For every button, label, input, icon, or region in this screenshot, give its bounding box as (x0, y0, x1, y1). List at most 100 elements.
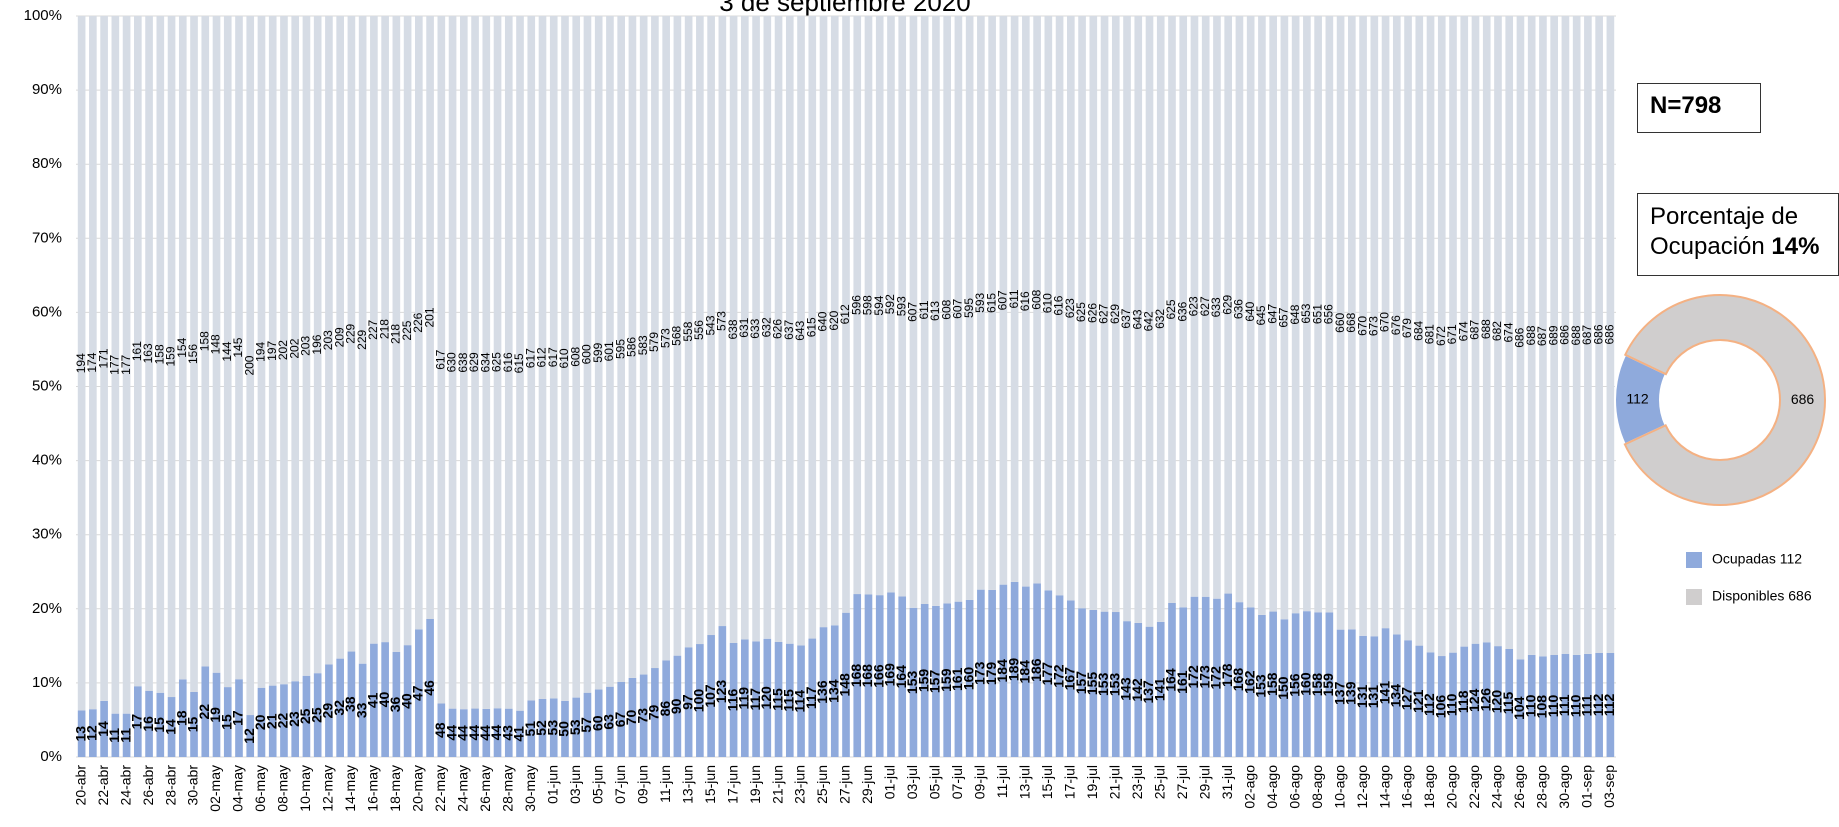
data-label: 161 (949, 667, 965, 691)
data-label: 179 (983, 662, 999, 686)
x-tick-label: 14-ago (1376, 765, 1392, 809)
data-label: 633 (1209, 297, 1223, 317)
occupied-bar (639, 674, 648, 757)
data-label: 197 (265, 340, 279, 360)
available-bar (965, 16, 974, 600)
available-bar (1213, 16, 1221, 599)
available-bar (178, 16, 187, 680)
occupied-bar (1291, 613, 1300, 757)
available-bar (235, 16, 243, 680)
available-bar (842, 16, 850, 613)
data-label: 607 (906, 302, 920, 322)
available-bar (707, 16, 715, 636)
data-label: 70 (623, 709, 639, 725)
y-tick-label: 40% (32, 452, 62, 469)
x-tick-label: 21-jul (1106, 765, 1122, 799)
y-tick-label: 50% (32, 377, 62, 394)
occupied-bar (1190, 596, 1199, 757)
data-label: 642 (1142, 311, 1156, 331)
data-label: 668 (1344, 312, 1358, 332)
available-bar (1494, 16, 1502, 647)
data-label: 21 (263, 713, 279, 729)
data-label: 651 (1310, 304, 1324, 324)
occupied-bar (1370, 636, 1379, 757)
available-bar (853, 16, 862, 595)
x-tick-label: 12-may (320, 765, 336, 812)
data-label: 169 (882, 663, 898, 687)
data-label: 674 (1501, 322, 1515, 342)
available-bar (358, 16, 367, 664)
y-tick-label: 0% (40, 748, 62, 765)
data-label: 79 (646, 705, 662, 721)
x-tick-label: 25-jul (1151, 765, 1167, 799)
data-label: 687 (1580, 325, 1594, 345)
occupied-bar (1201, 596, 1210, 757)
data-label: 158 (1309, 673, 1325, 697)
occupied-bar (628, 677, 637, 757)
available-bar (493, 16, 502, 709)
data-label: 647 (1265, 303, 1279, 323)
data-label: 29 (320, 703, 336, 719)
data-label: 688 (1569, 325, 1583, 345)
data-label: 558 (681, 321, 695, 341)
occupied-bar (178, 679, 187, 757)
available-bar (1482, 16, 1491, 643)
occupied-bar (932, 605, 940, 757)
occupied-bar (1426, 652, 1435, 757)
x-tick-label: 02-ago (1241, 765, 1257, 809)
data-label: 688 (1524, 325, 1538, 345)
available-bar (673, 16, 682, 656)
occupied-bar (246, 715, 255, 757)
x-tick-label: 16-may (365, 765, 381, 812)
occupied-bar (909, 607, 918, 757)
data-label: 599 (591, 342, 605, 362)
data-label: 168 (859, 664, 875, 688)
occupied-bar (212, 672, 221, 757)
occupied-bar (606, 686, 614, 757)
available-bar (1404, 16, 1412, 641)
data-label: 154 (175, 337, 189, 357)
occupied-bar (89, 709, 97, 757)
data-label: 615 (984, 293, 998, 313)
available-bar (1190, 16, 1199, 597)
available-bar (909, 16, 918, 608)
data-label: 600 (580, 344, 594, 364)
data-label: 686 (1591, 324, 1605, 344)
data-label: 36 (387, 696, 403, 712)
data-label: 110 (1567, 694, 1583, 717)
x-tick-label: 30-abr (185, 765, 201, 806)
occupied-bar (235, 679, 243, 757)
available-bar (77, 16, 86, 711)
available-bar (594, 16, 603, 690)
available-bar (1606, 16, 1615, 653)
data-label: 629 (467, 352, 481, 372)
x-tick-label: 18-may (387, 765, 403, 812)
available-bar (684, 16, 693, 648)
data-label: 115 (780, 689, 796, 712)
data-label: 110 (1522, 694, 1538, 717)
available-bar (1044, 16, 1053, 591)
data-label: 11 (106, 728, 122, 743)
available-bar (1066, 16, 1075, 601)
data-label: 218 (389, 324, 403, 344)
occupied-bar (943, 603, 951, 757)
x-tick-label: 23-jun (792, 765, 808, 804)
x-tick-label: 19-jul (1084, 765, 1100, 799)
data-label: 186 (1028, 658, 1044, 682)
occupied-bar (111, 713, 120, 757)
data-label: 47 (410, 685, 426, 701)
data-label: 153 (1106, 673, 1122, 697)
available-bar (954, 16, 963, 602)
available-bar (1505, 16, 1514, 649)
occupied-bar (358, 663, 367, 757)
occupied-bar (190, 692, 198, 757)
data-label: 640 (816, 311, 830, 331)
data-label: 157 (927, 670, 943, 694)
available-bar (1325, 16, 1334, 613)
x-tick-label: 27-jul (1174, 765, 1190, 799)
available-bar (246, 16, 255, 716)
available-bar (1123, 16, 1131, 622)
occupied-bar (617, 682, 626, 757)
data-label: 633 (748, 318, 762, 338)
data-label: 25 (308, 707, 324, 723)
